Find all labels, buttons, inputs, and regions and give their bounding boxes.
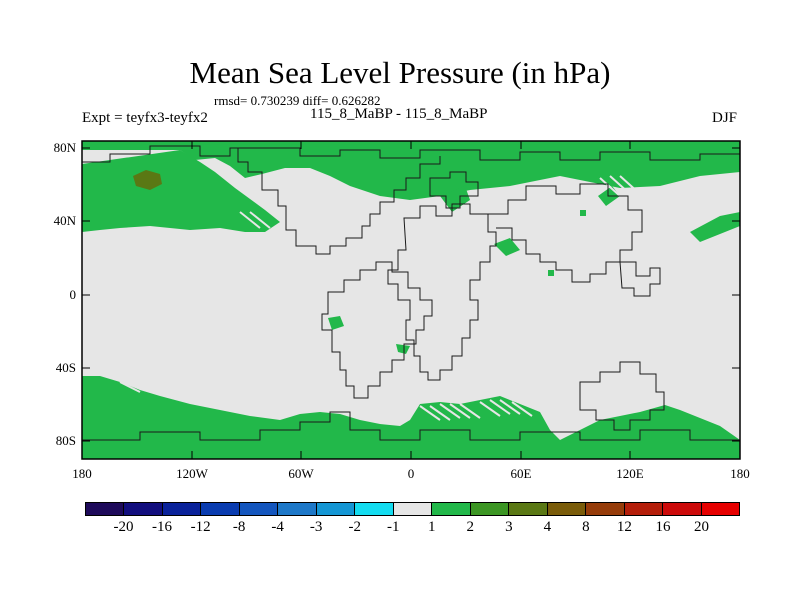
x-tick-label: 120W xyxy=(176,466,208,481)
x-tick-label: 0 xyxy=(407,466,415,481)
stats-line: rmsd= 0.730239 diff= 0.626282 xyxy=(214,93,381,108)
colorbar-swatch xyxy=(278,503,317,515)
colorbar-label: 3 xyxy=(505,519,513,535)
colorbar-label: -1 xyxy=(386,519,400,535)
colorbar-swatch xyxy=(355,503,394,515)
colorbar-swatch xyxy=(86,503,125,515)
colorbar-swatch xyxy=(547,503,587,515)
lattice-patches xyxy=(119,175,641,421)
y-tick-label: 0 xyxy=(69,287,77,302)
colorbar-label: -2 xyxy=(348,519,361,535)
colorbar-label: 12 xyxy=(616,519,632,535)
page-title: Mean Sea Level Pressure (in hPa) xyxy=(189,55,611,90)
colorbar-swatch xyxy=(663,503,702,515)
y-tick-label: 40S xyxy=(55,360,76,375)
colorbar-label: -4 xyxy=(271,519,284,535)
colorbar-label: -12 xyxy=(190,519,211,535)
colorbar-swatch xyxy=(470,503,510,515)
colorbar-swatch xyxy=(432,503,471,515)
positive-anomaly-regions xyxy=(82,141,740,459)
coastlines xyxy=(82,145,740,441)
colorbar-label: 4 xyxy=(543,519,552,535)
colorbar-label: 2 xyxy=(466,519,475,535)
strong-positive-patch xyxy=(133,170,162,190)
colorbar-swatch xyxy=(701,503,739,515)
colorbar-swatch xyxy=(201,503,240,515)
subtitle: 115_8_MaBP - 115_8_MaBP xyxy=(310,106,488,122)
x-tick-label: 60W xyxy=(288,466,314,481)
colorbar-label: -3 xyxy=(309,519,323,535)
tick-marks xyxy=(82,141,740,459)
colorbar-swatch xyxy=(586,503,625,515)
colorbar-label: -20 xyxy=(113,519,134,535)
colorbar-label: 8 xyxy=(582,519,590,535)
colorbar-label: 1 xyxy=(428,519,436,535)
colorbar-swatch xyxy=(393,503,433,515)
colorbar-swatch xyxy=(239,503,279,515)
colorbar-label: 20 xyxy=(693,519,709,535)
x-tick-label: 180 xyxy=(72,466,92,481)
colorbar-label: -8 xyxy=(232,519,246,535)
x-tick-label: 120E xyxy=(616,466,644,481)
colorbar-swatch xyxy=(162,503,202,515)
y-tick-label: 80S xyxy=(55,433,76,448)
colorbar-swatch xyxy=(124,503,163,515)
y-tick-label: 80N xyxy=(53,140,76,155)
colorbar-swatch xyxy=(316,503,356,515)
colorbar-swatch xyxy=(624,503,664,515)
colorbar-swatch xyxy=(509,503,548,515)
season-label: DJF xyxy=(712,110,738,126)
colorbar-label: -16 xyxy=(152,519,173,535)
colorbar xyxy=(85,502,740,516)
y-tick-label: 40N xyxy=(53,213,76,228)
x-tick-label: 60E xyxy=(510,466,532,481)
experiment-label: Expt = teyfx3-teyfx2 xyxy=(82,110,208,126)
x-tick-label: 180 xyxy=(730,466,750,481)
colorbar-label: 16 xyxy=(655,519,671,535)
